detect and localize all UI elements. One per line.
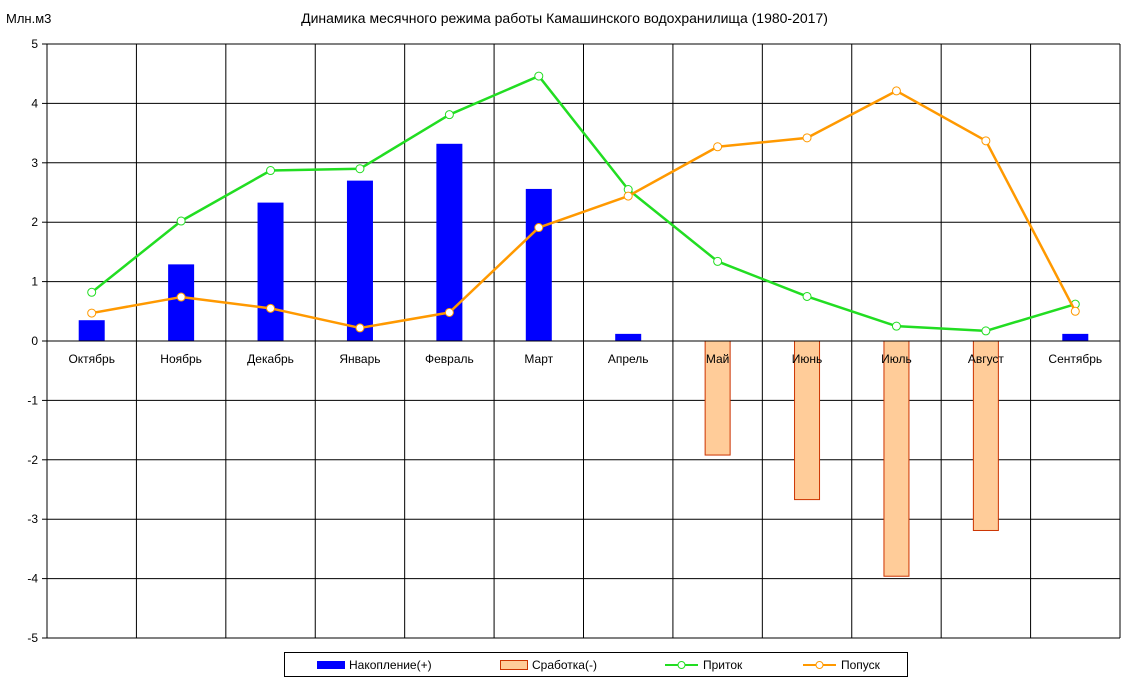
legend: Накопление(+) Сработка(-) Приток Попуск <box>284 652 908 677</box>
x-tick-label: Август <box>968 352 1005 366</box>
point-inflow <box>713 256 723 266</box>
line-inflow <box>90 74 1076 333</box>
legend-swatch-bar-icon <box>500 660 528 670</box>
legend-swatch-line-icon <box>803 661 836 669</box>
y-tick-label: 2 <box>31 215 38 229</box>
x-tick-label: Сентябрь <box>1048 352 1102 366</box>
bar-accumulation <box>615 333 642 341</box>
legend-label: Накопление(+) <box>349 658 432 672</box>
point-release <box>713 142 723 152</box>
x-tick-label: Декабрь <box>247 352 294 366</box>
y-tick-label: 0 <box>31 334 38 348</box>
point-inflow <box>981 326 991 336</box>
x-tick-label: Февраль <box>425 352 474 366</box>
y-tick-label: -4 <box>27 572 38 586</box>
bar-drawdown <box>704 340 731 456</box>
x-tick-label: Январь <box>339 352 380 366</box>
bar-accumulation <box>525 188 552 341</box>
point-release <box>981 136 991 146</box>
point-release <box>1070 306 1080 316</box>
point-inflow <box>176 216 186 226</box>
labels: 5 4 3 2 1 0 -1 -2 -3 -4 -5 Октябрь Ноябрь Декабрь Янва… <box>27 37 1102 645</box>
point-release <box>355 323 365 333</box>
y-tick-label: 3 <box>31 156 38 170</box>
point-release <box>891 86 901 96</box>
x-tick-label: Октябрь <box>68 352 115 366</box>
x-tick-label: Март <box>524 352 553 366</box>
point-release <box>266 303 276 313</box>
y-tick-label: -3 <box>27 512 38 526</box>
point-inflow <box>534 71 544 81</box>
x-tick-label: Июль <box>881 352 912 366</box>
y-tick-label: 5 <box>31 37 38 51</box>
point-release <box>623 191 633 201</box>
bars <box>47 143 1120 577</box>
y-axis-label: Млн.м3 <box>6 11 52 26</box>
point-release <box>802 133 812 143</box>
x-tick-label: Апрель <box>608 352 649 366</box>
bar-drawdown <box>794 340 821 501</box>
y-tick-label: -1 <box>27 393 38 407</box>
point-inflow <box>266 166 276 176</box>
x-tick-label: Май <box>706 352 730 366</box>
point-inflow <box>444 110 454 120</box>
point-inflow <box>355 164 365 174</box>
bar-drawdown <box>883 340 910 577</box>
point-inflow <box>87 287 97 297</box>
bar-accumulation <box>168 264 195 341</box>
y-tick-label: -5 <box>27 631 38 645</box>
line-release <box>91 89 1077 330</box>
legend-label: Приток <box>703 658 743 672</box>
legend-label: Сработка(-) <box>532 658 597 672</box>
legend-swatch-bar-icon <box>317 661 345 669</box>
point-release <box>444 307 454 317</box>
point-release <box>534 223 544 233</box>
legend-label: Попуск <box>841 658 880 672</box>
x-tick-label: Июнь <box>792 352 823 366</box>
y-tick-label: -2 <box>27 453 38 467</box>
lines <box>87 71 1080 336</box>
bar-accumulation <box>257 202 284 341</box>
chart-title: Динамика месячного режима работы Камашин… <box>301 10 828 26</box>
point-inflow <box>802 291 812 301</box>
point-inflow <box>891 321 901 331</box>
bar-accumulation <box>1062 333 1089 341</box>
point-release <box>87 308 97 318</box>
x-tick-label: Ноябрь <box>160 352 202 366</box>
y-tick-label: 1 <box>31 275 38 289</box>
point-release <box>176 292 186 302</box>
bar-drawdown <box>972 340 999 531</box>
bar-accumulation <box>346 180 373 341</box>
bar-accumulation <box>78 320 105 341</box>
legend-swatch-line-icon <box>665 661 698 669</box>
y-tick-label: 4 <box>31 96 38 110</box>
